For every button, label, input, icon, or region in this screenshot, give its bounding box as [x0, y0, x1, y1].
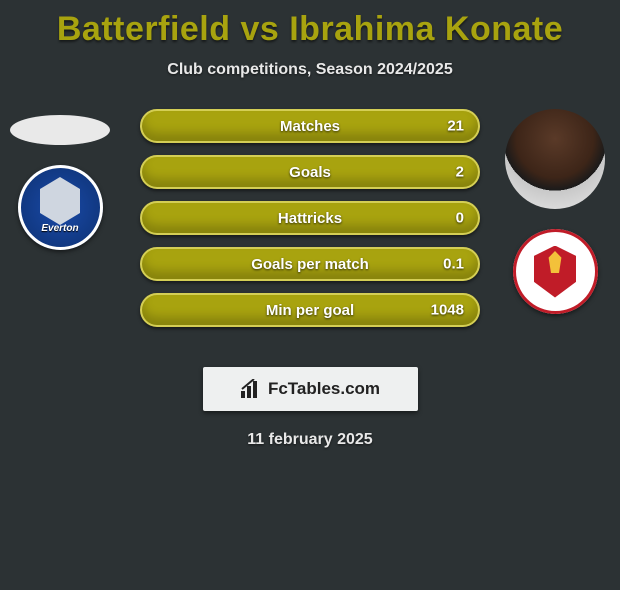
club-badge-liverpool: [513, 229, 598, 314]
stat-bar-matches: Matches 21: [140, 109, 480, 143]
stat-label: Goals per match: [251, 256, 369, 273]
stat-right-value: 21: [447, 118, 464, 135]
stat-label: Min per goal: [266, 302, 354, 319]
stat-label: Hattricks: [278, 210, 342, 227]
club-badge-everton: Everton: [18, 165, 103, 250]
comparison-content: Everton Matches 21 Goals 2 Hattricks 0 G…: [0, 109, 620, 349]
page-title: Batterfield vs Ibrahima Konate: [0, 10, 620, 49]
stat-bar-min-per-goal: Min per goal 1048: [140, 293, 480, 327]
stat-right-value: 0.1: [443, 256, 464, 273]
stat-right-value: 2: [456, 164, 464, 181]
everton-badge-text: Everton: [41, 223, 78, 234]
stat-bar-goals: Goals 2: [140, 155, 480, 189]
stat-bar-hattricks: Hattricks 0: [140, 201, 480, 235]
stat-label: Goals: [289, 164, 331, 181]
stat-bar-goals-per-match: Goals per match 0.1: [140, 247, 480, 281]
stat-label: Matches: [280, 118, 340, 135]
player-avatar-left: [10, 115, 110, 145]
date-text: 11 february 2025: [0, 431, 620, 449]
subtitle: Club competitions, Season 2024/2025: [0, 61, 620, 79]
right-column: [500, 109, 610, 314]
stat-bars: Matches 21 Goals 2 Hattricks 0 Goals per…: [140, 109, 480, 327]
stat-right-value: 0: [456, 210, 464, 227]
brand-text: FcTables.com: [268, 379, 380, 399]
brand-box: FcTables.com: [203, 367, 418, 411]
player-avatar-right: [505, 109, 605, 209]
chart-icon: [240, 379, 262, 399]
stat-right-value: 1048: [431, 302, 464, 319]
left-column: Everton: [5, 109, 115, 250]
